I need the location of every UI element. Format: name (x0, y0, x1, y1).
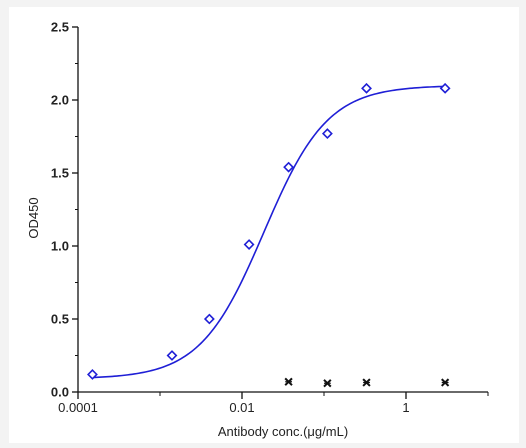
y-tick-label: 1.0 (51, 239, 69, 254)
y-tick-label: 2.0 (51, 93, 69, 108)
data-point-diamond (203, 313, 215, 325)
fit-curve (92, 85, 446, 379)
data-point-x (323, 379, 332, 388)
y-tick-label: 0.5 (51, 312, 69, 327)
data-point-diamond (361, 82, 372, 94)
y-tick-label: 2.5 (51, 20, 69, 35)
data-point-diamond (87, 369, 98, 380)
y-tick-label: 1.5 (51, 166, 69, 181)
data-point-diamond (439, 82, 451, 94)
x-tick-label: 0.01 (229, 400, 254, 415)
data-point-x (441, 378, 450, 387)
data-points (87, 82, 451, 388)
x-tick-label: 1 (402, 400, 409, 415)
ticks: 0.0 0.5 1.0 1.5 2.0 2.5 0.0001 0.01 1 (51, 20, 489, 415)
x-axis-title: Antibody conc.(μg/mL) (218, 424, 348, 439)
y-axis-title: OD450 (26, 197, 41, 238)
data-point-diamond (321, 128, 333, 140)
y-tick-label: 0.0 (51, 385, 69, 400)
data-point-x (284, 377, 293, 386)
data-point-diamond (166, 350, 178, 361)
chart-panel (9, 7, 519, 443)
data-point-diamond (283, 161, 295, 173)
data-point-x (362, 378, 371, 387)
data-point-diamond (243, 239, 255, 250)
x-tick-label: 0.0001 (58, 400, 98, 415)
axes (77, 27, 488, 393)
